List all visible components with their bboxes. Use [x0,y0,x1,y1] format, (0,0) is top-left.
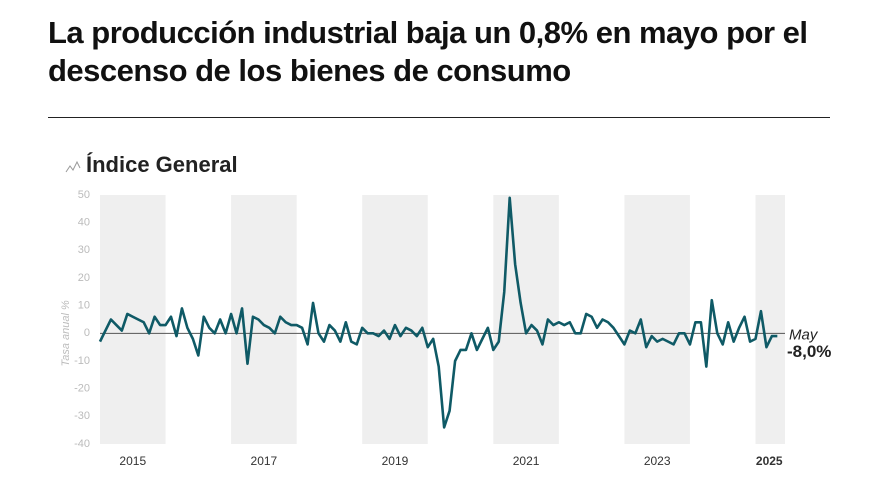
annotation: May [789,326,819,343]
year-band [231,195,297,444]
x-tick-label: 2025 [756,454,783,468]
y-tick-label: -40 [74,438,90,450]
x-tick-label: 2019 [382,454,409,468]
y-tick-label: 50 [78,189,90,201]
data-line [98,196,778,429]
year-band [624,195,690,444]
annotation: -8,0% [787,342,831,361]
y-tick-label: -10 [74,355,90,367]
x-tick-label: 2015 [119,454,146,468]
x-tick-label: 2017 [251,454,278,468]
y-axis-label: Tasa anual % [60,300,72,366]
chart-subtitle: Índice General [86,152,238,177]
year-band [362,195,428,444]
y-tick-label: -30 [74,410,90,422]
y-tick-label: 20 [78,272,90,284]
y-tick-label: 10 [78,300,90,312]
y-tick-label: -20 [74,383,90,395]
x-tick-label: 2021 [513,454,540,468]
title: La producción industrial baja un 0,8% en… [48,15,808,88]
icon [65,160,81,173]
divider [48,117,830,118]
y-tick-label: 30 [78,244,90,256]
y-tick-label: 0 [84,327,90,339]
y-tick-label: 40 [78,217,90,229]
x-tick-label: 2023 [644,454,671,468]
